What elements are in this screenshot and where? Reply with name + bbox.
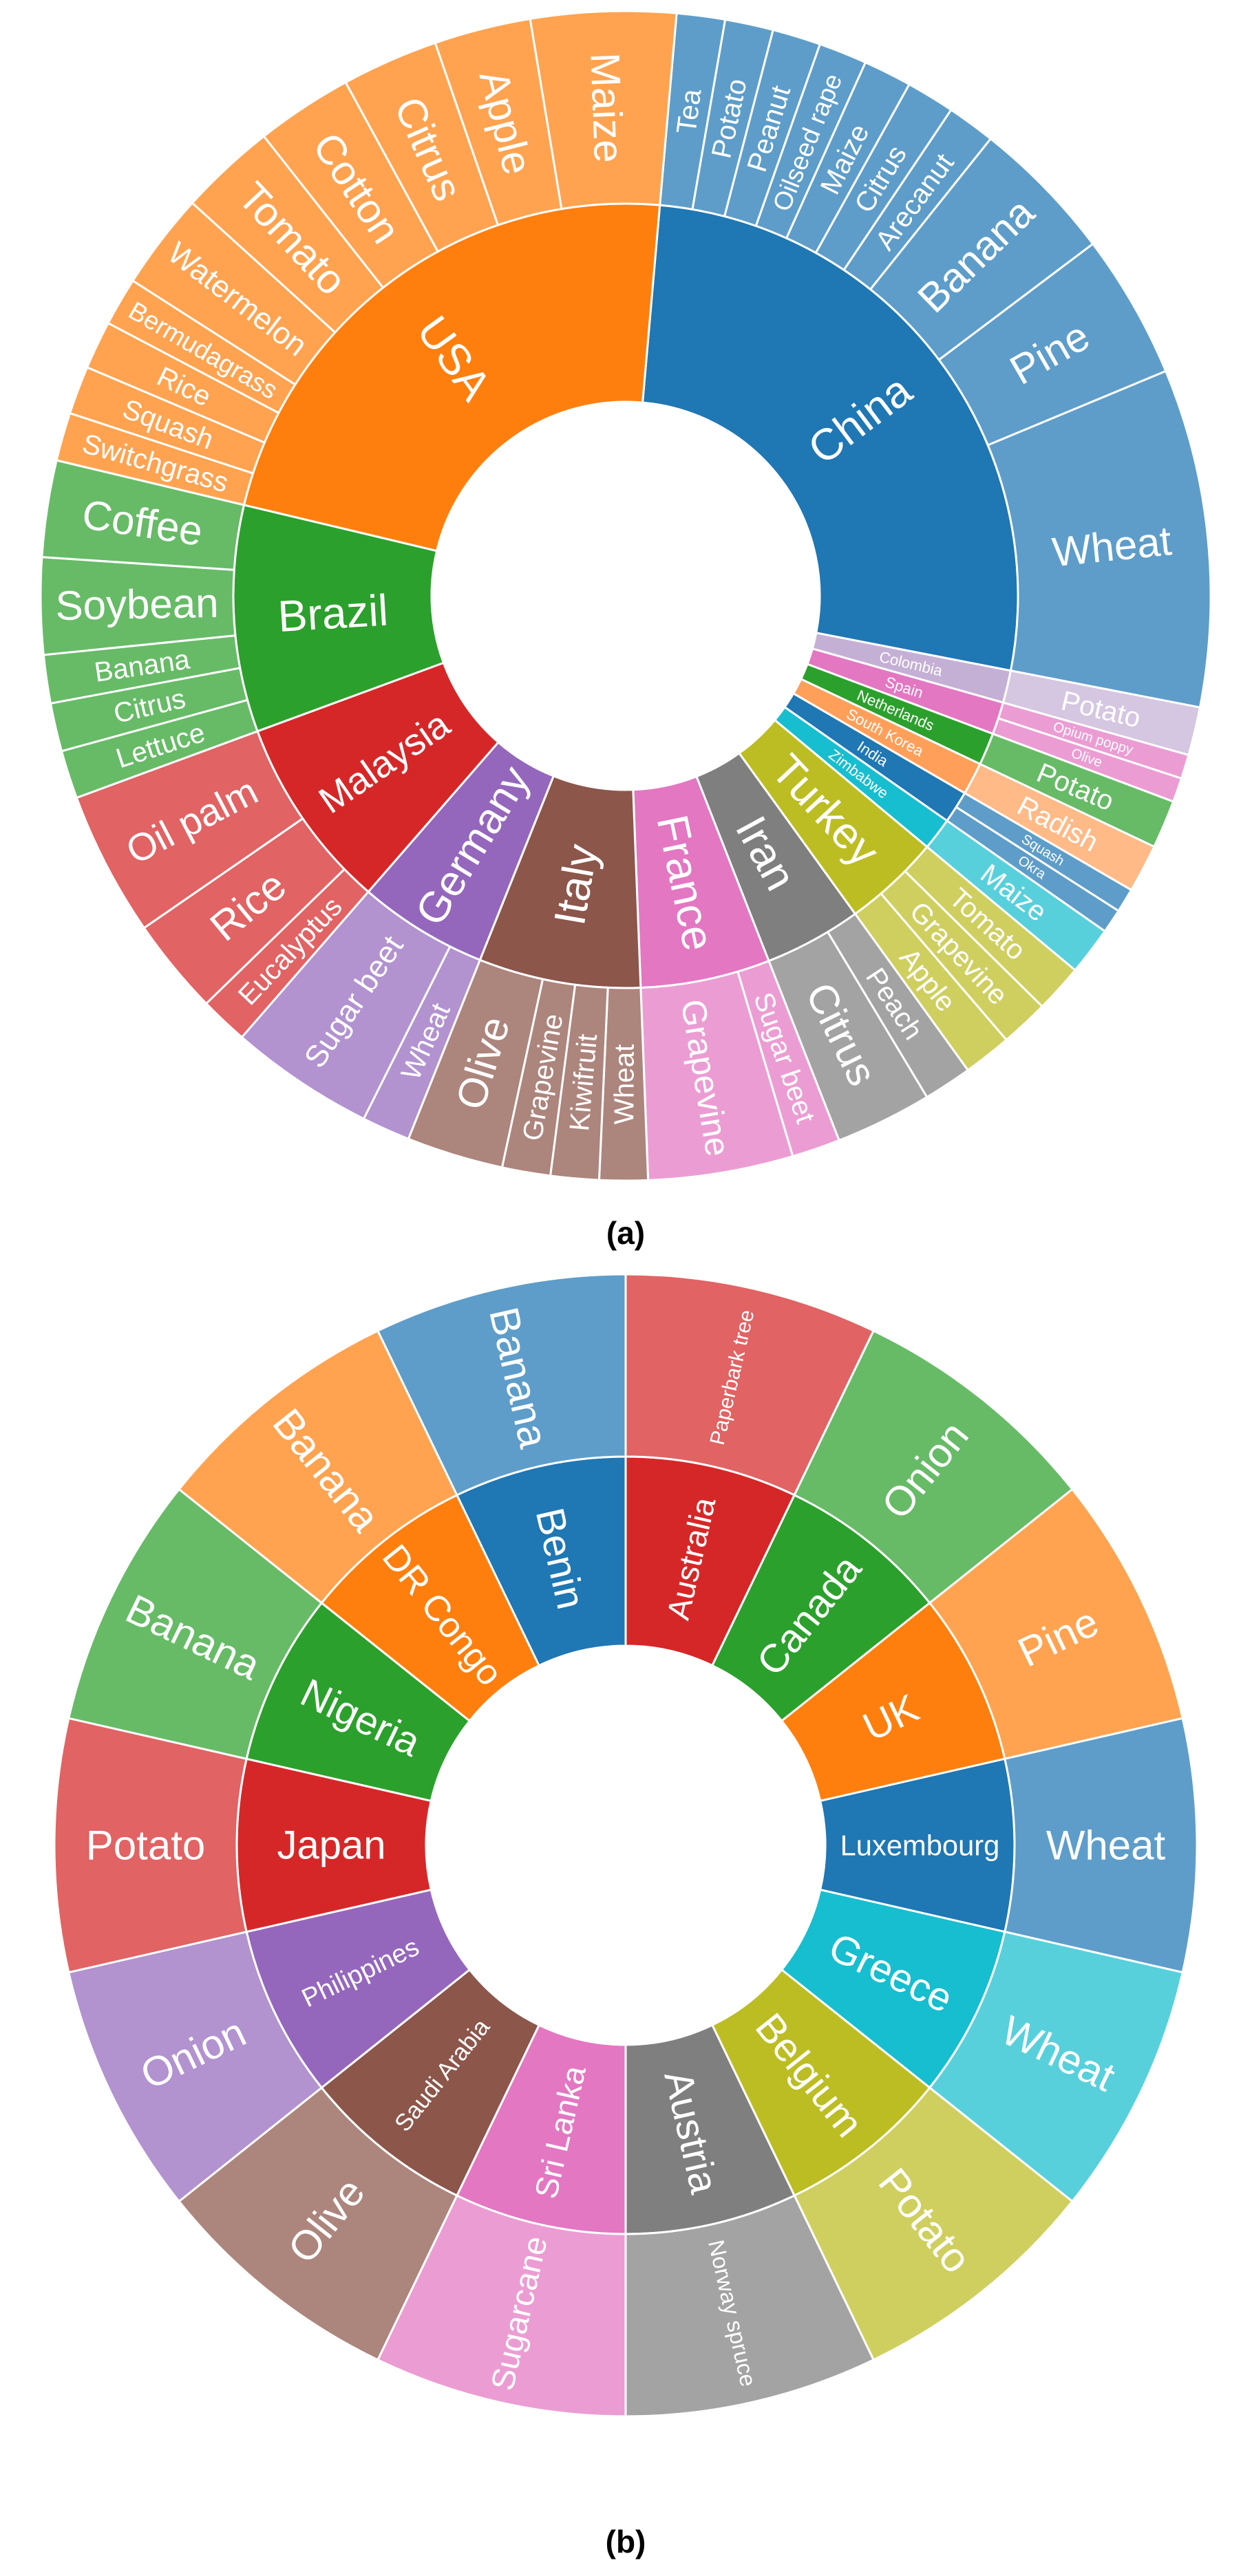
crop-label-usa-maize: Maize — [582, 52, 632, 164]
crop-arc-benin-banana — [376, 1273, 627, 1496]
crop-label-brazil-soybean: Soybean — [55, 580, 219, 629]
country-label-brazil: Brazil — [277, 586, 390, 641]
crop-label-china-tea: Tea — [670, 87, 707, 136]
crop-label-italy-wheat: Wheat — [608, 1044, 639, 1125]
crop-arc-usa-maize — [529, 10, 678, 211]
country-label-japan: Japan — [277, 1823, 385, 1868]
panel-label-b: (b) — [606, 2524, 646, 2559]
panel-label-a: (a) — [606, 1215, 645, 1251]
country-label-luxembourg: Luxembourg — [840, 1829, 1000, 1862]
crop-label-japan-potato: Potato — [86, 1823, 205, 1869]
crop-label-luxembourg-wheat: Wheat — [1046, 1823, 1166, 1869]
